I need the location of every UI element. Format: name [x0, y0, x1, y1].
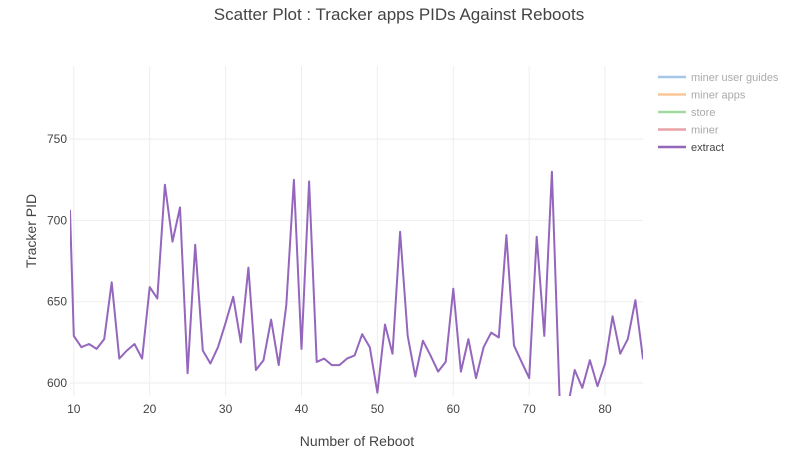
grid [70, 66, 643, 396]
y-tick-label: 700 [47, 213, 67, 227]
y-tick-label: 750 [47, 132, 67, 146]
legend-item-miner[interactable]: miner [658, 125, 719, 137]
plot-area [70, 170, 643, 396]
x-tick-label: 50 [371, 402, 385, 416]
x-tick-label: 60 [447, 402, 461, 416]
x-tick-label: 10 [67, 402, 81, 416]
x-axis-title: Number of Reboot [300, 433, 415, 449]
legend-label: miner user guides [691, 72, 779, 84]
legend-item-miner-apps[interactable]: miner apps [658, 90, 746, 102]
tick-labels: 10 20 30 40 50 60 70 80 600 650 700 750 [47, 132, 612, 416]
legend-label: miner [691, 125, 719, 137]
legend-label: miner apps [691, 90, 746, 102]
x-tick-label: 30 [219, 402, 233, 416]
y-axis-title: Tracker PID [23, 194, 39, 268]
x-tick-label: 20 [143, 402, 157, 416]
x-tick-label: 80 [598, 402, 612, 416]
series-line-extract [70, 170, 643, 396]
chart-title: Scatter Plot : Tracker apps PIDs Against… [214, 5, 584, 24]
legend-item-miner-user-guides[interactable]: miner user guides [658, 72, 779, 84]
y-tick-label: 600 [47, 376, 67, 390]
legend: miner user guides miner apps store miner ext… [658, 72, 779, 154]
legend-label: extract [691, 142, 724, 154]
x-tick-label: 40 [295, 402, 309, 416]
legend-label: store [691, 107, 715, 119]
legend-item-extract[interactable]: extract [658, 142, 724, 154]
legend-item-store[interactable]: store [658, 107, 715, 119]
x-tick-label: 70 [522, 402, 536, 416]
y-tick-label: 650 [47, 295, 67, 309]
